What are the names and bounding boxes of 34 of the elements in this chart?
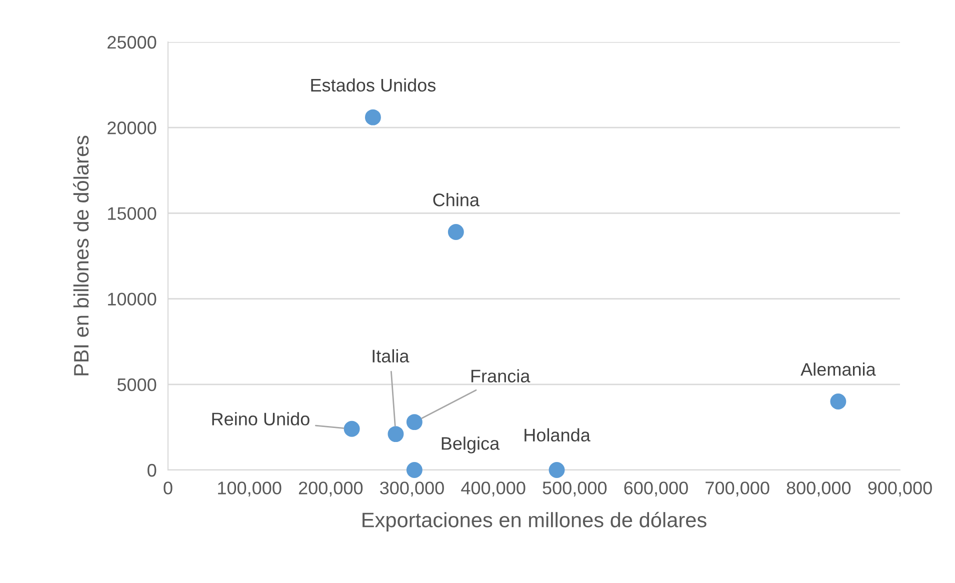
y-tick-label: 10000 (108, 292, 156, 306)
x-tick-label: 200,000 (298, 482, 363, 497)
annotation: Belgica (442, 436, 500, 454)
y-tick-label: 0 (148, 464, 156, 477)
annotation: China (433, 193, 480, 206)
point (388, 426, 404, 442)
annotation: Alemania (800, 362, 876, 376)
point (364, 109, 381, 126)
x-tick-label: 100,000 (218, 482, 282, 497)
x-axis-title: Exportaciones en millones de dólares (362, 512, 706, 532)
y-tick-label: 5000 (117, 378, 156, 392)
x-tick-label: 400,000 (461, 482, 526, 497)
point (448, 224, 464, 240)
annotation: Francia (471, 369, 530, 382)
x-tick-label: 0 (164, 482, 172, 494)
point (406, 462, 422, 478)
point (344, 420, 360, 437)
annotation: Holanda (524, 428, 590, 442)
x-tick-label: 600,000 (624, 482, 688, 497)
point (406, 414, 422, 430)
y-tick-label: 25000 (108, 36, 156, 49)
x-tick-label: 700,000 (706, 482, 770, 497)
x-tick-label: 500,000 (542, 482, 607, 497)
y-tick-label: 20000 (108, 122, 156, 134)
y-tick-label: 15000 (108, 207, 156, 220)
x-tick-label: 900,000 (868, 482, 932, 497)
x-tick-label: 300,000 (380, 482, 444, 497)
annotation: Italia (372, 349, 410, 363)
point (548, 462, 565, 478)
annotation: Reino Unido (212, 412, 310, 426)
point (830, 394, 846, 410)
x-tick-label: 800,000 (786, 482, 851, 497)
annotation: Estados Unidos (311, 78, 436, 92)
y-axis-title: PBI en billones de dólares (73, 136, 89, 376)
